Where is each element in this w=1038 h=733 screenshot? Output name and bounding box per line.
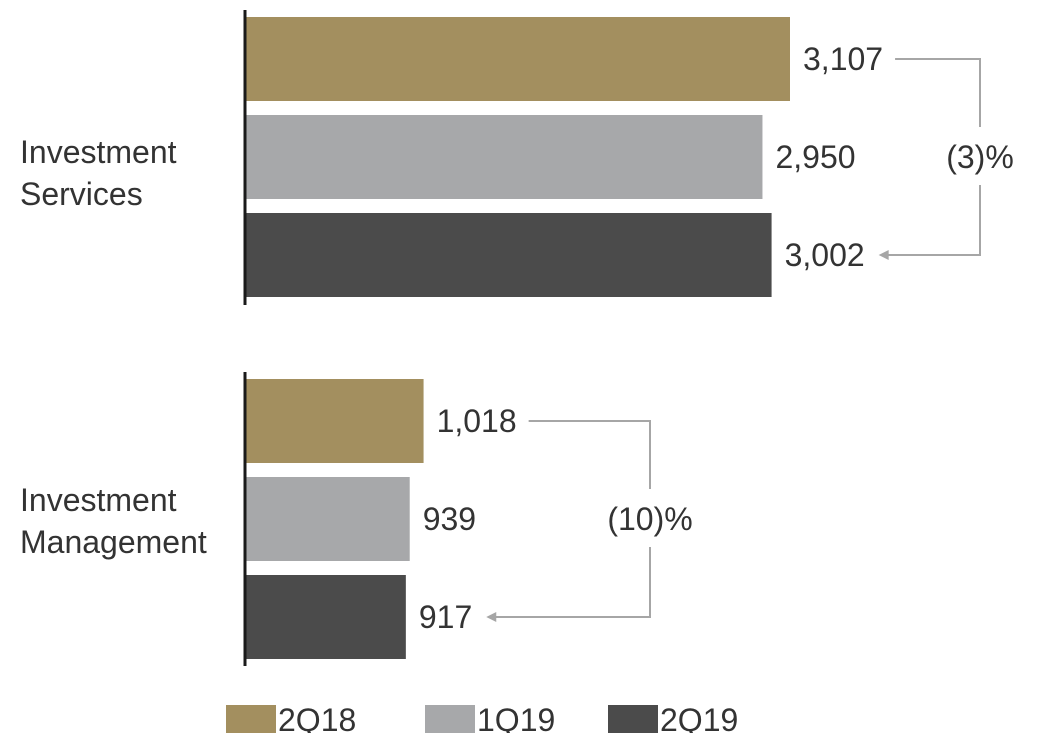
bar-2q19-0 — [245, 213, 772, 297]
change-bracket-bottom-1 — [494, 547, 651, 618]
change-bracket-top-0 — [895, 58, 981, 127]
bar-1q19-1 — [245, 477, 410, 561]
value-label-2q18-0: 3,107 — [803, 41, 883, 77]
legend-label-2q18: 2Q18 — [278, 702, 356, 733]
legend-swatch-2q18 — [226, 705, 276, 733]
legend-label-1q19: 1Q19 — [477, 702, 555, 733]
bar-2q18-1 — [245, 379, 424, 463]
value-label-2q19-0: 3,002 — [785, 237, 865, 273]
value-label-2q18-1: 1,018 — [437, 403, 517, 439]
change-arrow-1 — [486, 612, 497, 622]
change-label-0: (3)% — [946, 139, 1014, 175]
legend-swatch-1q19 — [425, 705, 475, 733]
bar-2q18-0 — [245, 17, 790, 101]
category-label-1-line-0: Investment — [20, 482, 177, 518]
value-label-2q19-1: 917 — [419, 599, 472, 635]
value-label-1q19-0: 2,950 — [775, 139, 855, 175]
value-label-1q19-1: 939 — [423, 501, 476, 537]
bar-1q19-0 — [245, 115, 763, 199]
category-label-0-line-0: Investment — [20, 134, 177, 170]
category-label-0-line-1: Services — [20, 176, 143, 212]
change-bracket-top-1 — [528, 420, 651, 489]
legend-swatch-2q19 — [608, 705, 658, 733]
change-arrow-0 — [878, 250, 889, 260]
legend-label-2q19: 2Q19 — [660, 702, 738, 733]
bar-2q19-1 — [245, 575, 406, 659]
change-label-1: (10)% — [607, 501, 692, 537]
change-bracket-bottom-0 — [886, 185, 981, 256]
category-label-1-line-1: Management — [20, 524, 207, 560]
